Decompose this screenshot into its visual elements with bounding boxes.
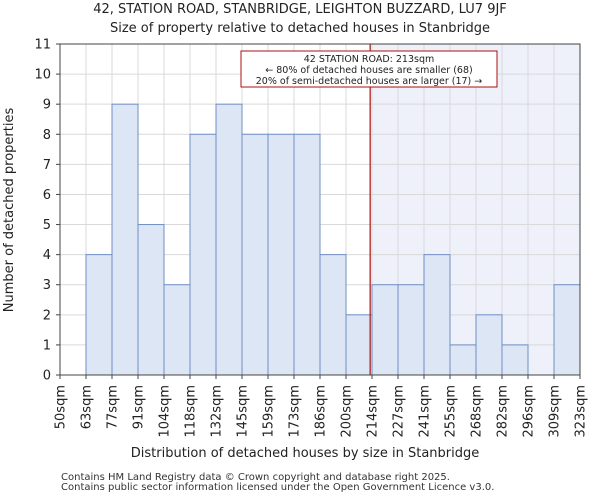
x-axis-label: Distribution of detached houses by size … xyxy=(131,446,480,461)
y-tick-label: 8 xyxy=(43,128,51,143)
x-tick-label: 255sqm xyxy=(444,385,459,438)
annotation-line: 42 STATION ROAD: 213sqm xyxy=(304,54,435,65)
y-tick-label: 3 xyxy=(43,278,51,293)
x-tick-label: 186sqm xyxy=(314,385,329,438)
bar xyxy=(553,284,581,376)
chart-subtitle: Size of property relative to detached ho… xyxy=(110,21,490,36)
bar xyxy=(267,133,295,376)
y-tick-label: 2 xyxy=(43,308,51,323)
bars xyxy=(85,103,581,376)
bar xyxy=(189,133,217,376)
footer-attribution: Contains HM Land Registry data © Crown c… xyxy=(61,472,450,483)
x-tick-label: 309sqm xyxy=(548,385,563,438)
bar xyxy=(423,254,451,376)
x-tick-label: 77sqm xyxy=(106,385,121,429)
x-tick-label: 159sqm xyxy=(262,385,277,438)
y-tick-label: 11 xyxy=(34,38,51,53)
bar xyxy=(215,103,243,376)
y-tick-labels: 0 1 2 3 4 5 6 7 8 9 10 11 xyxy=(34,38,60,384)
bar xyxy=(85,254,113,376)
bar xyxy=(345,314,373,376)
bar xyxy=(397,284,425,376)
y-tick-label: 7 xyxy=(43,158,51,173)
bar xyxy=(371,284,399,376)
x-tick-labels: 50sqm 63sqm 77sqm 91sqm 104sqm 118sqm 132sqm 14… xyxy=(54,375,589,438)
x-tick-label: 132sqm xyxy=(210,385,225,438)
x-tick-label: 323sqm xyxy=(574,385,589,438)
x-tick-label: 214sqm xyxy=(366,385,381,438)
x-tick-label: 118sqm xyxy=(184,385,199,438)
x-tick-label: 50sqm xyxy=(54,385,69,429)
x-tick-label: 104sqm xyxy=(158,385,173,438)
y-tick-label: 4 xyxy=(43,248,51,263)
bar xyxy=(241,133,269,376)
y-tick-label: 5 xyxy=(43,218,51,233)
bar xyxy=(163,284,191,376)
chart-title: 42, STATION ROAD, STANBRIDGE, LEIGHTON B… xyxy=(93,2,507,17)
x-tick-label: 91sqm xyxy=(132,385,147,429)
bar xyxy=(319,254,347,376)
x-tick-label: 282sqm xyxy=(496,385,511,438)
y-axis-label: Number of detached properties xyxy=(2,108,17,313)
bar xyxy=(501,344,529,376)
annotation-border xyxy=(240,50,498,88)
bar xyxy=(475,314,503,376)
x-tick-label: 145sqm xyxy=(236,385,251,438)
bar xyxy=(293,133,321,376)
annotation-box: 42 STATION ROAD: 213sqm ← 80% of detache… xyxy=(240,50,498,88)
x-tick-label: 296sqm xyxy=(522,385,537,438)
bar xyxy=(137,224,165,376)
bar xyxy=(449,344,477,376)
y-tick-label: 6 xyxy=(43,188,51,203)
x-tick-label: 173sqm xyxy=(288,385,303,438)
x-tick-label: 227sqm xyxy=(392,385,407,438)
annotation-line: 20% of semi-detached houses are larger (… xyxy=(256,76,483,87)
bar xyxy=(111,103,139,376)
footer-licence: Contains public sector information licen… xyxy=(61,482,495,493)
y-tick-label: 0 xyxy=(43,369,51,384)
y-tick-label: 9 xyxy=(43,98,51,113)
x-tick-label: 268sqm xyxy=(470,385,485,438)
y-tick-label: 1 xyxy=(43,338,51,353)
x-tick-label: 200sqm xyxy=(340,385,355,438)
x-tick-label: 241sqm xyxy=(418,385,433,438)
annotation-line: ← 80% of detached houses are smaller (68… xyxy=(265,65,472,76)
y-tick-label: 10 xyxy=(34,68,51,83)
x-tick-label: 63sqm xyxy=(80,385,95,429)
